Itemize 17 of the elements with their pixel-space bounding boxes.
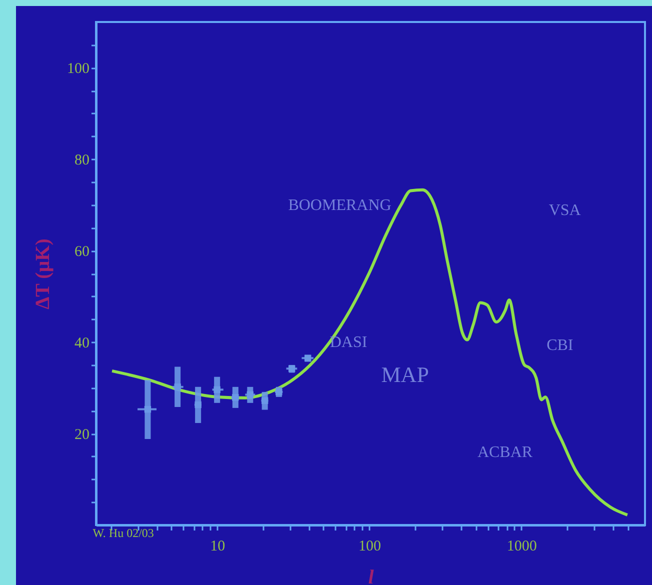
- y-tick-label: 100: [67, 61, 90, 78]
- y-tick-label: 20: [74, 427, 90, 444]
- annotation: BOOMERANG: [288, 197, 392, 214]
- x-tick-label: 1000: [506, 538, 537, 554]
- annotation: MAP: [381, 362, 429, 388]
- y-axis-title: ΔT (μK): [32, 238, 54, 310]
- x-tick-label: 100: [358, 538, 381, 554]
- text: W. Hu 02/03: [92, 526, 154, 540]
- x-tick-label: 10: [210, 538, 226, 554]
- annotation: DASI: [330, 334, 368, 351]
- annotation: ACBAR: [477, 444, 533, 462]
- annotation: VSA: [548, 202, 582, 220]
- y-tick-label: 60: [74, 244, 90, 260]
- annotation: CBI: [546, 336, 574, 354]
- y-tick-label: 40: [74, 336, 90, 352]
- y-tick-label: 80: [74, 152, 90, 169]
- x-axis-title: l: [368, 566, 374, 585]
